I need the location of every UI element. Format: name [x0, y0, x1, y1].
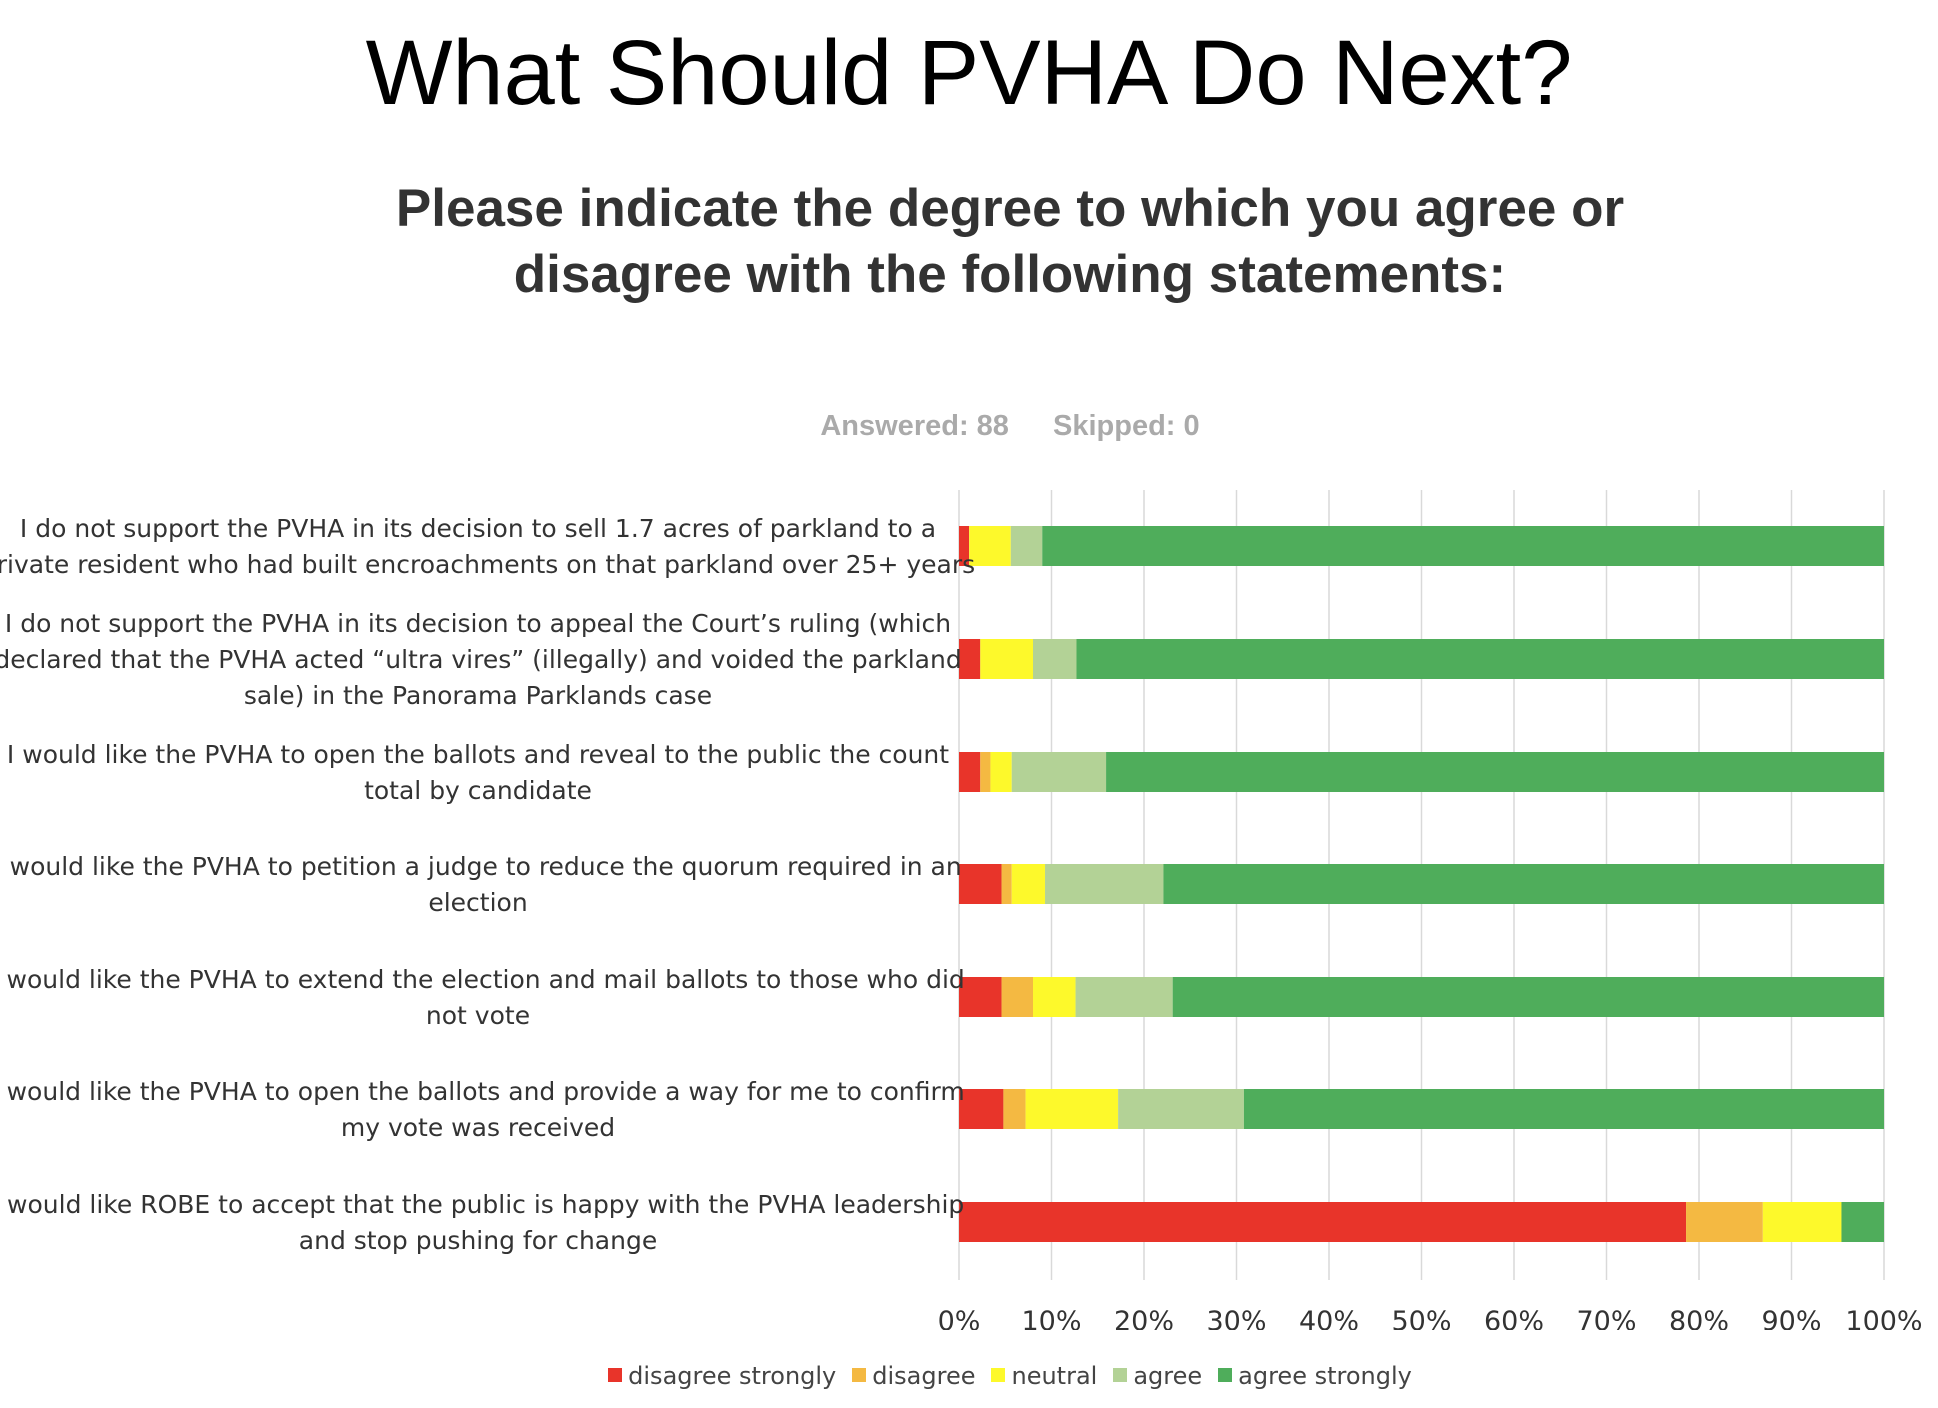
bar-segment-neutral [980, 639, 1033, 679]
stacked-bar-chart: 0% 10% 20% 30% 40% 50% 60% 70% 80% 90% 100% I do no… [0, 490, 1923, 1330]
chart-title: Please indicate the degree to which you … [395, 179, 1625, 304]
bar-segment-disagree [980, 752, 991, 792]
bar-segment-agree-strongly [1243, 1089, 1884, 1129]
category-label: I would like the PVHA to petition a judg… [0, 852, 962, 917]
x-tick-label: 80% [1669, 1306, 1729, 1330]
bar-segment-disagree [1003, 1089, 1026, 1129]
bar-segment-agree-strongly [1841, 1202, 1884, 1242]
category-label: I would like the PVHA to extend the elec… [0, 965, 965, 1030]
bar-segment-disagree-strongly [959, 977, 1002, 1017]
x-tick-label: 30% [1206, 1306, 1266, 1330]
bar-segment-agree-strongly [1076, 639, 1884, 679]
legend-item: agree [1113, 1362, 1202, 1390]
bar-segment-agree [1075, 977, 1173, 1017]
bar-segment-disagree-strongly [959, 1202, 1687, 1242]
bar-segment-disagree-strongly [959, 639, 981, 679]
category-label: I would like ROBE to accept that the pub… [0, 1190, 964, 1255]
legend-label: disagree [872, 1362, 976, 1390]
bar-segment-agree [1118, 1089, 1244, 1129]
page-title: What Should PVHA Do Next? [365, 22, 1573, 124]
legend-item: disagree strongly [608, 1362, 836, 1390]
category-label: I would like the PVHA to open the ballot… [7, 740, 949, 805]
legend-label: agree [1133, 1362, 1203, 1390]
legend-item: disagree [852, 1362, 975, 1390]
x-tick-label: 40% [1299, 1306, 1359, 1330]
bar-segment-agree [1011, 752, 1107, 792]
legend-label: disagree strongly [628, 1362, 837, 1390]
legend-item: neutral [991, 1362, 1097, 1390]
bar-segment-agree [1033, 639, 1077, 679]
chart-legend: disagree strongly disagree neutral agree agr… [0, 1362, 1938, 1390]
bar-segment-disagree-strongly [959, 526, 970, 566]
x-tick-label: 20% [1114, 1306, 1174, 1330]
x-tick-label: 10% [1021, 1306, 1081, 1330]
category-label: I do not support the PVHA in its decisio… [0, 609, 962, 710]
bar-segment-neutral [1025, 1089, 1119, 1129]
bar-segment-agree-strongly [1172, 977, 1884, 1017]
bar-segment-neutral [1033, 977, 1076, 1017]
response-summary: Answered: 88 Skipped: 0 [0, 406, 1938, 446]
bar-segment-disagree-strongly [959, 1089, 1004, 1129]
x-tick-label: 90% [1761, 1306, 1821, 1330]
x-tick-label: 60% [1484, 1306, 1544, 1330]
bar-segment-agree [1010, 526, 1043, 566]
bar-segment-neutral [969, 526, 1011, 566]
legend-label: neutral [1011, 1362, 1098, 1390]
bar-segment-disagree [1001, 864, 1012, 904]
bar-segment-disagree [1001, 977, 1033, 1017]
legend-label: agree strongly [1238, 1362, 1412, 1390]
legend-swatch [608, 1368, 623, 1382]
x-tick-label: 70% [1576, 1306, 1636, 1330]
bar-segment-agree [1045, 864, 1164, 904]
x-tick-label: 100% [1845, 1306, 1922, 1330]
legend-swatch [1113, 1368, 1128, 1382]
bar-segment-agree-strongly [1106, 752, 1884, 792]
bar-segment-agree-strongly [1042, 526, 1884, 566]
legend-swatch [991, 1368, 1006, 1382]
legend-item: agree strongly [1218, 1362, 1412, 1390]
bar-segment-agree-strongly [1163, 864, 1884, 904]
x-tick-label: 50% [1391, 1306, 1451, 1330]
answered-count: Answered: 88 [820, 410, 1009, 442]
bar-segment-disagree-strongly [959, 864, 1002, 904]
legend-swatch [852, 1368, 867, 1382]
category-label: I do not support the PVHA in its decisio… [0, 514, 975, 579]
bar-segment-neutral [1762, 1202, 1842, 1242]
x-tick-label: 0% [938, 1306, 981, 1330]
category-label: I would like the PVHA to open the ballot… [0, 1077, 965, 1142]
bar-segment-disagree-strongly [959, 752, 981, 792]
bar-segment-disagree [1686, 1202, 1763, 1242]
bar-segment-neutral [1011, 864, 1046, 904]
bar-segment-neutral [990, 752, 1012, 792]
legend-swatch [1218, 1368, 1233, 1382]
skipped-count: Skipped: 0 [1052, 410, 1200, 442]
